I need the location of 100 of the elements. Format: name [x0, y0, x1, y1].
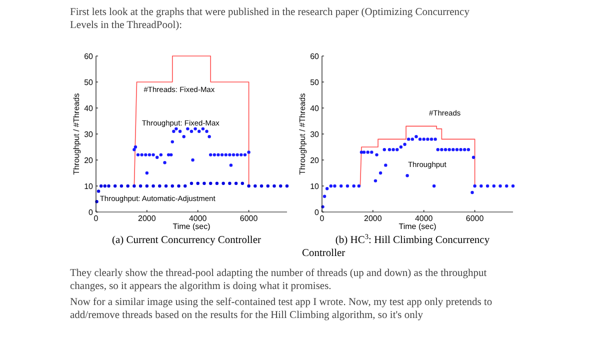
point: [228, 153, 232, 156]
point: [216, 153, 220, 156]
point: [325, 187, 329, 190]
point: [357, 184, 361, 188]
point: [473, 184, 476, 188]
point: [247, 184, 250, 188]
y-axis-title: Throughput / #Threads: [298, 93, 307, 175]
y-tick-label: 30: [310, 130, 320, 139]
point: [182, 135, 186, 138]
point: [103, 184, 107, 188]
point: [434, 138, 437, 141]
point: [366, 150, 370, 154]
point: [340, 184, 343, 188]
y-tick-label: 40: [84, 104, 94, 113]
y-tick-label: 0: [314, 208, 320, 217]
point: [174, 127, 178, 130]
x-tick-label: 4000: [188, 214, 208, 223]
x-tick-label: 6000: [466, 214, 484, 223]
point: [144, 153, 148, 156]
point: [96, 190, 100, 193]
point: [145, 184, 149, 188]
point: [184, 184, 187, 188]
point: [126, 184, 130, 188]
point: [498, 184, 502, 188]
point: [360, 150, 364, 154]
point: [159, 153, 163, 156]
point: [472, 156, 476, 159]
point: [403, 142, 406, 146]
point: [370, 150, 374, 154]
point: [375, 153, 378, 156]
y-tick-label: 10: [310, 182, 320, 191]
y-tick-label: 40: [310, 104, 320, 113]
y-tick-label: 0: [88, 208, 94, 217]
point: [134, 145, 138, 149]
point: [148, 153, 152, 156]
point: [480, 184, 483, 188]
point: [392, 148, 395, 152]
text: (a) Current Concurrency Controller: [112, 235, 262, 246]
y-tick-label: 20: [84, 156, 94, 165]
x-tick-label: 4000: [414, 214, 434, 223]
point: [120, 184, 124, 188]
point: [156, 156, 159, 159]
point: [406, 138, 410, 141]
point: [410, 138, 414, 141]
point: [346, 184, 350, 188]
point: [190, 130, 194, 133]
point: [362, 150, 366, 154]
point: [422, 138, 426, 141]
text: Now for a similar image using the self-contained test app I wrote. Now, my test app only pretends to add/remove threads based on the results for the Hill Climbing algorithm, so it's only: [70, 297, 492, 321]
point: [322, 194, 326, 198]
y-tick-label: 50: [84, 78, 94, 87]
point: [486, 184, 490, 188]
point: [170, 140, 174, 144]
x-tick-label: 2000: [364, 214, 382, 223]
point: [201, 127, 205, 130]
point: [463, 148, 466, 152]
x-tick-label: 6000: [240, 214, 258, 223]
y-tick-label: 60: [310, 52, 320, 61]
point: [466, 148, 470, 152]
y-tick-label: 60: [84, 52, 94, 61]
point: [406, 174, 409, 178]
point: [228, 182, 232, 185]
y-tick-label: 20: [310, 156, 320, 165]
point: [452, 148, 455, 152]
point: [196, 182, 200, 185]
point: [396, 148, 399, 152]
point: [158, 184, 162, 188]
point: [99, 184, 103, 188]
point: [198, 130, 201, 133]
point: [430, 138, 434, 141]
y-axis-title: Throughput / #Threads: [72, 93, 81, 175]
point: [432, 184, 436, 188]
point: [440, 148, 444, 152]
y-tick-label: 10: [84, 182, 94, 191]
point: [333, 184, 336, 188]
text: They clearly show the thread-pool adapting the number of threads (up and down) as the throughput changes, so it appears the algorithm is doing what it promises.: [70, 268, 487, 292]
point: [209, 182, 212, 185]
point: [220, 153, 224, 156]
point: [470, 190, 474, 194]
point: [191, 158, 194, 162]
point: [208, 135, 211, 138]
point: [279, 184, 282, 188]
x-tick-label: 2000: [138, 214, 156, 223]
point: [170, 184, 174, 188]
point: [163, 161, 166, 164]
point: [444, 148, 448, 152]
point: [254, 184, 257, 188]
point: [448, 148, 451, 152]
point: [378, 171, 382, 175]
point: [511, 184, 515, 188]
point: [329, 184, 333, 188]
point: [114, 184, 117, 188]
point: [186, 127, 190, 130]
point: [164, 184, 168, 188]
point: [222, 182, 225, 185]
point: [384, 164, 388, 167]
point: [205, 130, 208, 133]
point: [459, 148, 462, 152]
point: [229, 164, 233, 167]
point: [414, 135, 418, 138]
